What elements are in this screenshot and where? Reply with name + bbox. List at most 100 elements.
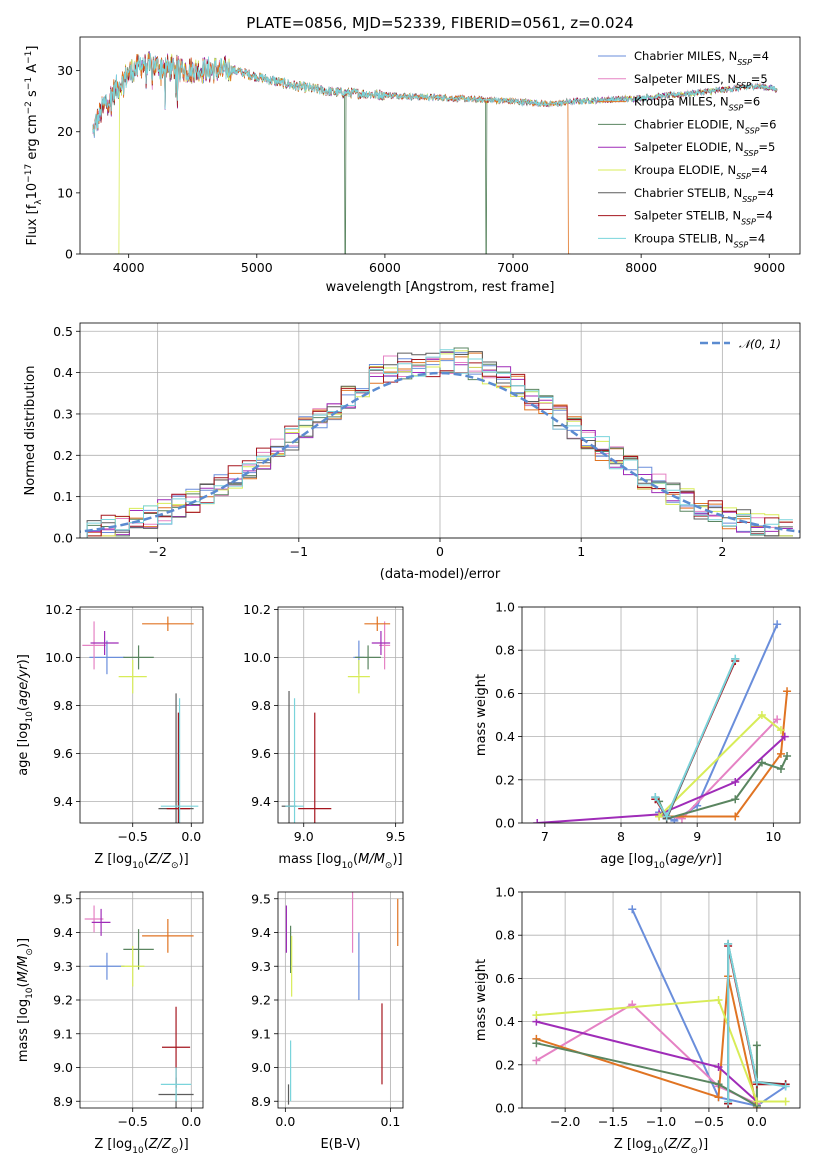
weight-marker-5 bbox=[532, 1011, 541, 1020]
legend-entry-5: Kroupa ELODIE, NSSP=4 bbox=[634, 163, 768, 181]
age_vs_Z-plot-area bbox=[82, 616, 199, 823]
x-axis-label-part: ( bbox=[144, 1137, 149, 1152]
residuals-chart: −2 −1 0 1 2 0.0 0.1 0.2 0.3 0.4 0.5 𝒩(0, 1) (data-mo… bbox=[23, 322, 801, 582]
weight-marker-4 bbox=[780, 732, 789, 741]
legend-sub: SSP bbox=[734, 240, 749, 249]
weight-line-8 bbox=[654, 658, 737, 819]
legend-entry-4: Salpeter ELODIE, NSSP=5 bbox=[634, 140, 775, 158]
x-axis-label-part: ⊙ bbox=[690, 1146, 698, 1156]
y-tick-label: 10.0 bbox=[243, 650, 271, 665]
weight-marker-8 bbox=[662, 812, 671, 821]
y-axis-label-part: ⊙ bbox=[25, 948, 35, 956]
x-axis-label-part: )] bbox=[392, 852, 402, 867]
x-axis-label: Z [log10(Z/Z⊙)] bbox=[614, 1137, 708, 1156]
x-tick-label: 2 bbox=[718, 544, 726, 559]
x-axis-label-part: 10 bbox=[652, 1146, 664, 1156]
x-axis-label-part: 10 bbox=[342, 861, 354, 871]
x-axis-label: age [log10(age/yr)] bbox=[600, 852, 722, 871]
weight-marker-5 bbox=[757, 711, 766, 719]
y-axis-label-part: mass [log bbox=[16, 999, 31, 1062]
legend-text: Kroupa MILES, N bbox=[634, 95, 729, 109]
x-tick-label: 4000 bbox=[113, 260, 145, 275]
y-tick-label: 0.1 bbox=[53, 489, 73, 504]
x-tick-label: −1.0 bbox=[646, 1114, 676, 1129]
y-tick-label: 10.2 bbox=[243, 602, 271, 617]
y-tick-label: 0.2 bbox=[495, 772, 515, 787]
y-axis-label: mass weight bbox=[474, 959, 489, 1041]
y-tick-label: 10.0 bbox=[45, 650, 73, 665]
x-tick-label: 0.0 bbox=[747, 1114, 767, 1129]
histogram-8 bbox=[86, 349, 793, 538]
x-axis-label-part: ( bbox=[353, 852, 358, 867]
weight-marker-8 bbox=[724, 939, 733, 948]
y-axis-label: age [log10(age/yr)] bbox=[16, 654, 35, 776]
x-axis-label-part: Z/Z bbox=[667, 1137, 691, 1152]
x-axis-label: (data-model)/error bbox=[380, 567, 501, 582]
y-tick-label: 8.9 bbox=[53, 1094, 73, 1109]
weight-marker-3 bbox=[532, 1039, 541, 1048]
legend-text: Kroupa ELODIE, N bbox=[634, 163, 736, 177]
y-axis-label-part: λ bbox=[34, 199, 44, 205]
weight-line-3 bbox=[536, 1042, 758, 1108]
legend-value: =6 bbox=[743, 95, 760, 109]
y-axis-label-part: A bbox=[25, 64, 40, 77]
y-axis-label: mass weight bbox=[474, 674, 489, 756]
weight_vs_age-plot-area bbox=[533, 620, 792, 823]
weight-marker-3 bbox=[752, 1041, 761, 1050]
y-tick-label: 9.6 bbox=[251, 746, 271, 761]
legend-sub: SSP bbox=[741, 217, 756, 226]
x-tick-label: 9.0 bbox=[294, 829, 314, 844]
x-tick-label: 6000 bbox=[369, 260, 401, 275]
mass_vs_Z-frame bbox=[79, 891, 204, 1109]
y-axis-label-part: )] bbox=[16, 654, 31, 664]
x-axis-label-part: ( bbox=[663, 1137, 668, 1152]
legend-sub: SSP bbox=[736, 80, 751, 89]
weight-line-6 bbox=[654, 658, 737, 822]
legend-value: =4 bbox=[752, 49, 769, 63]
y-tick-label: 9.3 bbox=[251, 959, 271, 974]
y-tick-label: 9.4 bbox=[251, 925, 271, 940]
y-tick-label: 8.9 bbox=[251, 1094, 271, 1109]
x-axis-label-part: )] bbox=[179, 852, 189, 867]
x-axis-label-part: M/M bbox=[358, 852, 385, 867]
x-axis-label-part: )] bbox=[179, 1137, 189, 1152]
weight-marker-0 bbox=[773, 620, 782, 629]
x-axis-label-part: Z/Z bbox=[148, 1137, 172, 1152]
y-axis-label-part: −1 bbox=[24, 51, 34, 64]
y-tick-label: 1.0 bbox=[495, 885, 515, 900]
legend-text: Chabrier MILES, N bbox=[634, 49, 737, 63]
y-tick-label: 0.4 bbox=[495, 729, 515, 744]
x-tick-label: 0.0 bbox=[181, 1114, 201, 1129]
histogram-7 bbox=[86, 359, 793, 538]
weight-marker-3 bbox=[731, 795, 740, 804]
spectrum-plot-area bbox=[92, 51, 778, 254]
weight-marker-4 bbox=[731, 777, 740, 786]
legend-entry-normal: 𝒩(0, 1) bbox=[739, 337, 781, 351]
x-axis-label: E(B-V) bbox=[320, 1137, 360, 1152]
legend-entry-3: Chabrier ELODIE, NSSP=6 bbox=[634, 117, 776, 135]
x-axis-label-part: ( bbox=[665, 852, 670, 867]
legend-sub: SSP bbox=[744, 149, 759, 158]
legend-value: =5 bbox=[758, 140, 775, 154]
weight-line-2 bbox=[536, 975, 758, 1108]
legend-sub: SSP bbox=[736, 172, 751, 181]
x-tick-label: 0.1 bbox=[380, 1114, 400, 1129]
legend-value: =5 bbox=[751, 72, 768, 86]
y-tick-label: 9.5 bbox=[251, 891, 271, 906]
y-tick-label: 9.0 bbox=[251, 1060, 271, 1075]
y-axis-label-part: −1 bbox=[24, 77, 34, 90]
x-tick-label: 8 bbox=[617, 829, 625, 844]
y-tick-label: 9.4 bbox=[53, 794, 73, 809]
y-axis-label: mass [log10(M/M⊙)] bbox=[16, 938, 35, 1062]
x-axis-label-part: 10 bbox=[132, 861, 144, 871]
weight-marker-2 bbox=[783, 687, 792, 696]
x-axis-label: Z [log10(Z/Z⊙)] bbox=[94, 1137, 188, 1156]
legend-entry-6: Chabrier STELIB, NSSP=4 bbox=[634, 186, 774, 204]
y-tick-label: 9.4 bbox=[53, 925, 73, 940]
legend-sub: SSP bbox=[729, 103, 744, 112]
y-tick-label: 0.5 bbox=[53, 324, 73, 339]
y-axis-label-part: Normed distribution bbox=[23, 366, 38, 496]
y-tick-label: 1.0 bbox=[495, 600, 515, 615]
y-tick-label: 9.2 bbox=[251, 993, 271, 1008]
weight-marker-5 bbox=[781, 1097, 790, 1106]
